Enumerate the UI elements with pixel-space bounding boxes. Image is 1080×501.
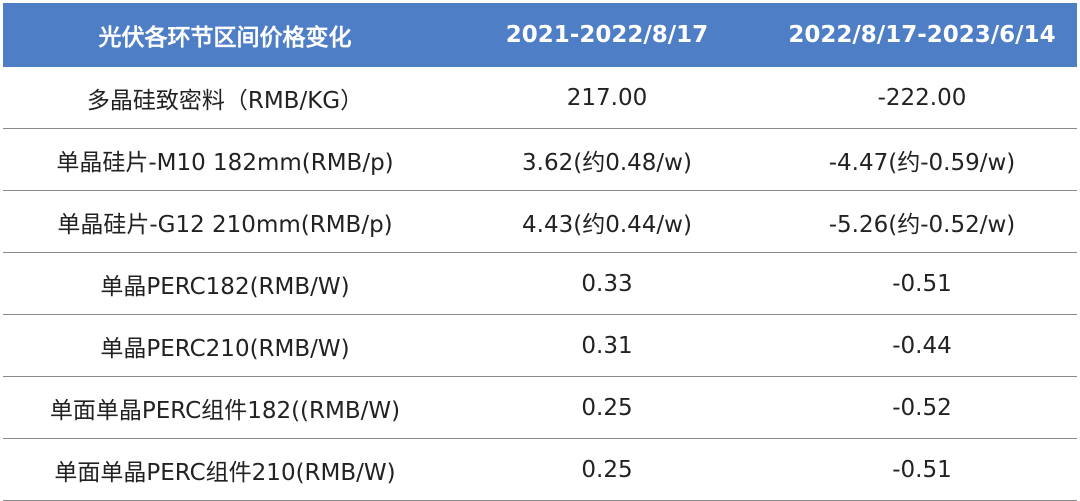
row-value-period-1: 3.62(约0.48/w) [522, 149, 692, 176]
row-value-period-2: -0.51 [892, 270, 952, 297]
row-value-period-1: 0.25 [581, 394, 633, 421]
row-value-period-2: -222.00 [877, 84, 967, 111]
row-label: 单晶PERC182(RMB/W) [100, 273, 350, 300]
row-value-period-2: -0.52 [892, 394, 952, 421]
row-label: 单晶硅片-M10 182mm(RMB/p) [56, 149, 394, 176]
row-value-period-2: -5.26(约-0.52/w) [828, 211, 1016, 238]
row-value-period-1: 0.25 [581, 456, 633, 483]
row-label: 多晶硅致密料（RMB/KG） [86, 87, 364, 114]
table-header-row: 光伏各环节区间价格变化 2021-2022/8/17 2022/8/17-202… [3, 3, 1077, 67]
table-row: 单面单晶PERC组件210(RMB/W) 0.25 -0.51 [3, 439, 1077, 501]
table-row: 单晶PERC210(RMB/W) 0.31 -0.44 [3, 315, 1077, 377]
row-value-period-1: 0.31 [581, 332, 633, 359]
row-label: 单面单晶PERC组件210(RMB/W) [54, 459, 396, 486]
table-row: 单晶PERC182(RMB/W) 0.33 -0.51 [3, 253, 1077, 315]
header-period-1: 2021-2022/8/17 [505, 22, 709, 48]
row-value-period-1: 0.33 [581, 270, 633, 297]
row-value-period-2: -0.51 [892, 456, 952, 483]
price-change-table: 光伏各环节区间价格变化 2021-2022/8/17 2022/8/17-202… [3, 3, 1077, 501]
header-period-2: 2022/8/17-2023/6/14 [788, 22, 1056, 48]
row-value-period-2: -0.44 [892, 332, 952, 359]
row-label: 单晶PERC210(RMB/W) [100, 335, 350, 362]
table-row: 单面单晶PERC组件182((RMB/W) 0.25 -0.52 [3, 377, 1077, 439]
row-label: 单面单晶PERC组件182((RMB/W) [49, 397, 401, 424]
table-row: 单晶硅片-G12 210mm(RMB/p) 4.43(约0.44/w) -5.2… [3, 191, 1077, 253]
row-label: 单晶硅片-G12 210mm(RMB/p) [57, 211, 393, 238]
row-value-period-1: 4.43(约0.44/w) [522, 211, 692, 238]
table-row: 多晶硅致密料（RMB/KG） 217.00 -222.00 [3, 67, 1077, 129]
header-segment: 光伏各环节区间价格变化 [98, 25, 352, 51]
table-row: 单晶硅片-M10 182mm(RMB/p) 3.62(约0.48/w) -4.4… [3, 129, 1077, 191]
row-value-period-1: 217.00 [566, 84, 648, 111]
row-value-period-2: -4.47(约-0.59/w) [828, 149, 1016, 176]
